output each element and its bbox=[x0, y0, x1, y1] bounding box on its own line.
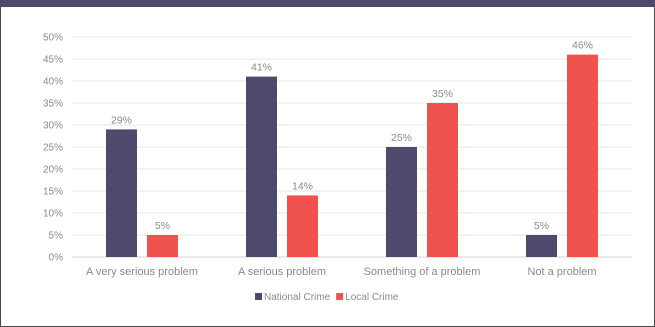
x-category-label: Not a problem bbox=[527, 266, 596, 278]
bar bbox=[567, 54, 598, 257]
bar bbox=[246, 76, 277, 257]
x-category-label: A serious problem bbox=[238, 266, 326, 278]
y-tick-label: 40% bbox=[43, 77, 63, 88]
y-tick-label: 20% bbox=[43, 165, 63, 176]
header-bar bbox=[0, 0, 655, 7]
y-tick-label: 45% bbox=[43, 55, 63, 66]
legend-label: Local Crime bbox=[345, 292, 399, 303]
legend-label: National Crime bbox=[264, 292, 331, 303]
y-tick-label: 35% bbox=[43, 99, 63, 110]
y-tick-label: 30% bbox=[43, 121, 63, 132]
data-label: 25% bbox=[391, 132, 412, 144]
y-tick-label: 5% bbox=[49, 231, 64, 242]
y-tick-label: 15% bbox=[43, 187, 63, 198]
data-label: 5% bbox=[155, 220, 170, 232]
bar bbox=[386, 147, 417, 257]
bar bbox=[106, 129, 137, 257]
bar bbox=[427, 103, 458, 257]
y-tick-label: 50% bbox=[43, 33, 63, 44]
y-tick-label: 10% bbox=[43, 209, 63, 220]
y-tick-label: 25% bbox=[43, 143, 63, 154]
data-label: 46% bbox=[572, 40, 593, 52]
data-label: 35% bbox=[432, 88, 453, 100]
x-category-label: Something of a problem bbox=[364, 266, 481, 278]
data-label: 29% bbox=[111, 114, 132, 126]
bar bbox=[147, 235, 178, 257]
data-label: 5% bbox=[534, 220, 549, 232]
bar bbox=[287, 195, 318, 257]
x-category-label: A very serious problem bbox=[86, 266, 198, 278]
bar bbox=[526, 235, 557, 257]
data-label: 41% bbox=[251, 62, 272, 74]
legend-swatch bbox=[255, 293, 262, 300]
data-label: 14% bbox=[292, 180, 313, 192]
y-tick-label: 0% bbox=[49, 253, 64, 264]
legend-swatch bbox=[336, 293, 344, 300]
